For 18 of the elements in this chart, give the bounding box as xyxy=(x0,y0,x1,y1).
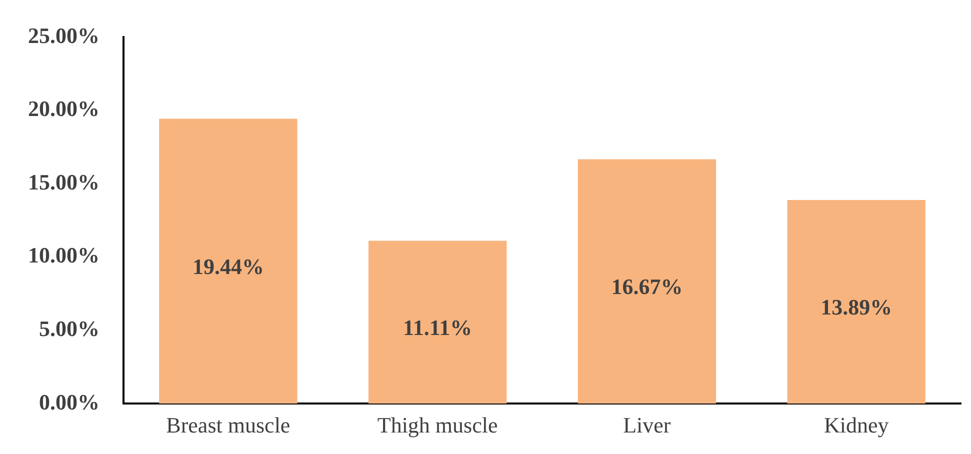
bar xyxy=(578,159,716,404)
y-tick-label: 20.00% xyxy=(28,96,100,122)
y-tick-label: 15.00% xyxy=(28,169,100,194)
data-label: 13.89% xyxy=(820,294,892,320)
y-tick-label: 25.00% xyxy=(28,22,100,48)
x-tick-label: Liver xyxy=(623,412,672,438)
bar xyxy=(368,240,507,404)
x-tick-label: Breast muscle xyxy=(166,412,290,438)
y-tick-label: 5.00% xyxy=(39,316,100,342)
bar xyxy=(787,200,926,404)
data-label: 16.67% xyxy=(611,274,683,300)
y-tick-label: 10.00% xyxy=(28,242,100,268)
y-tick-label: 0.00% xyxy=(39,389,100,414)
bar xyxy=(159,118,298,404)
data-label: 19.44% xyxy=(192,254,264,279)
x-tick-label: Thigh muscle xyxy=(377,412,498,438)
data-label: 11.11% xyxy=(403,314,472,340)
x-tick-label: Kidney xyxy=(824,412,889,438)
